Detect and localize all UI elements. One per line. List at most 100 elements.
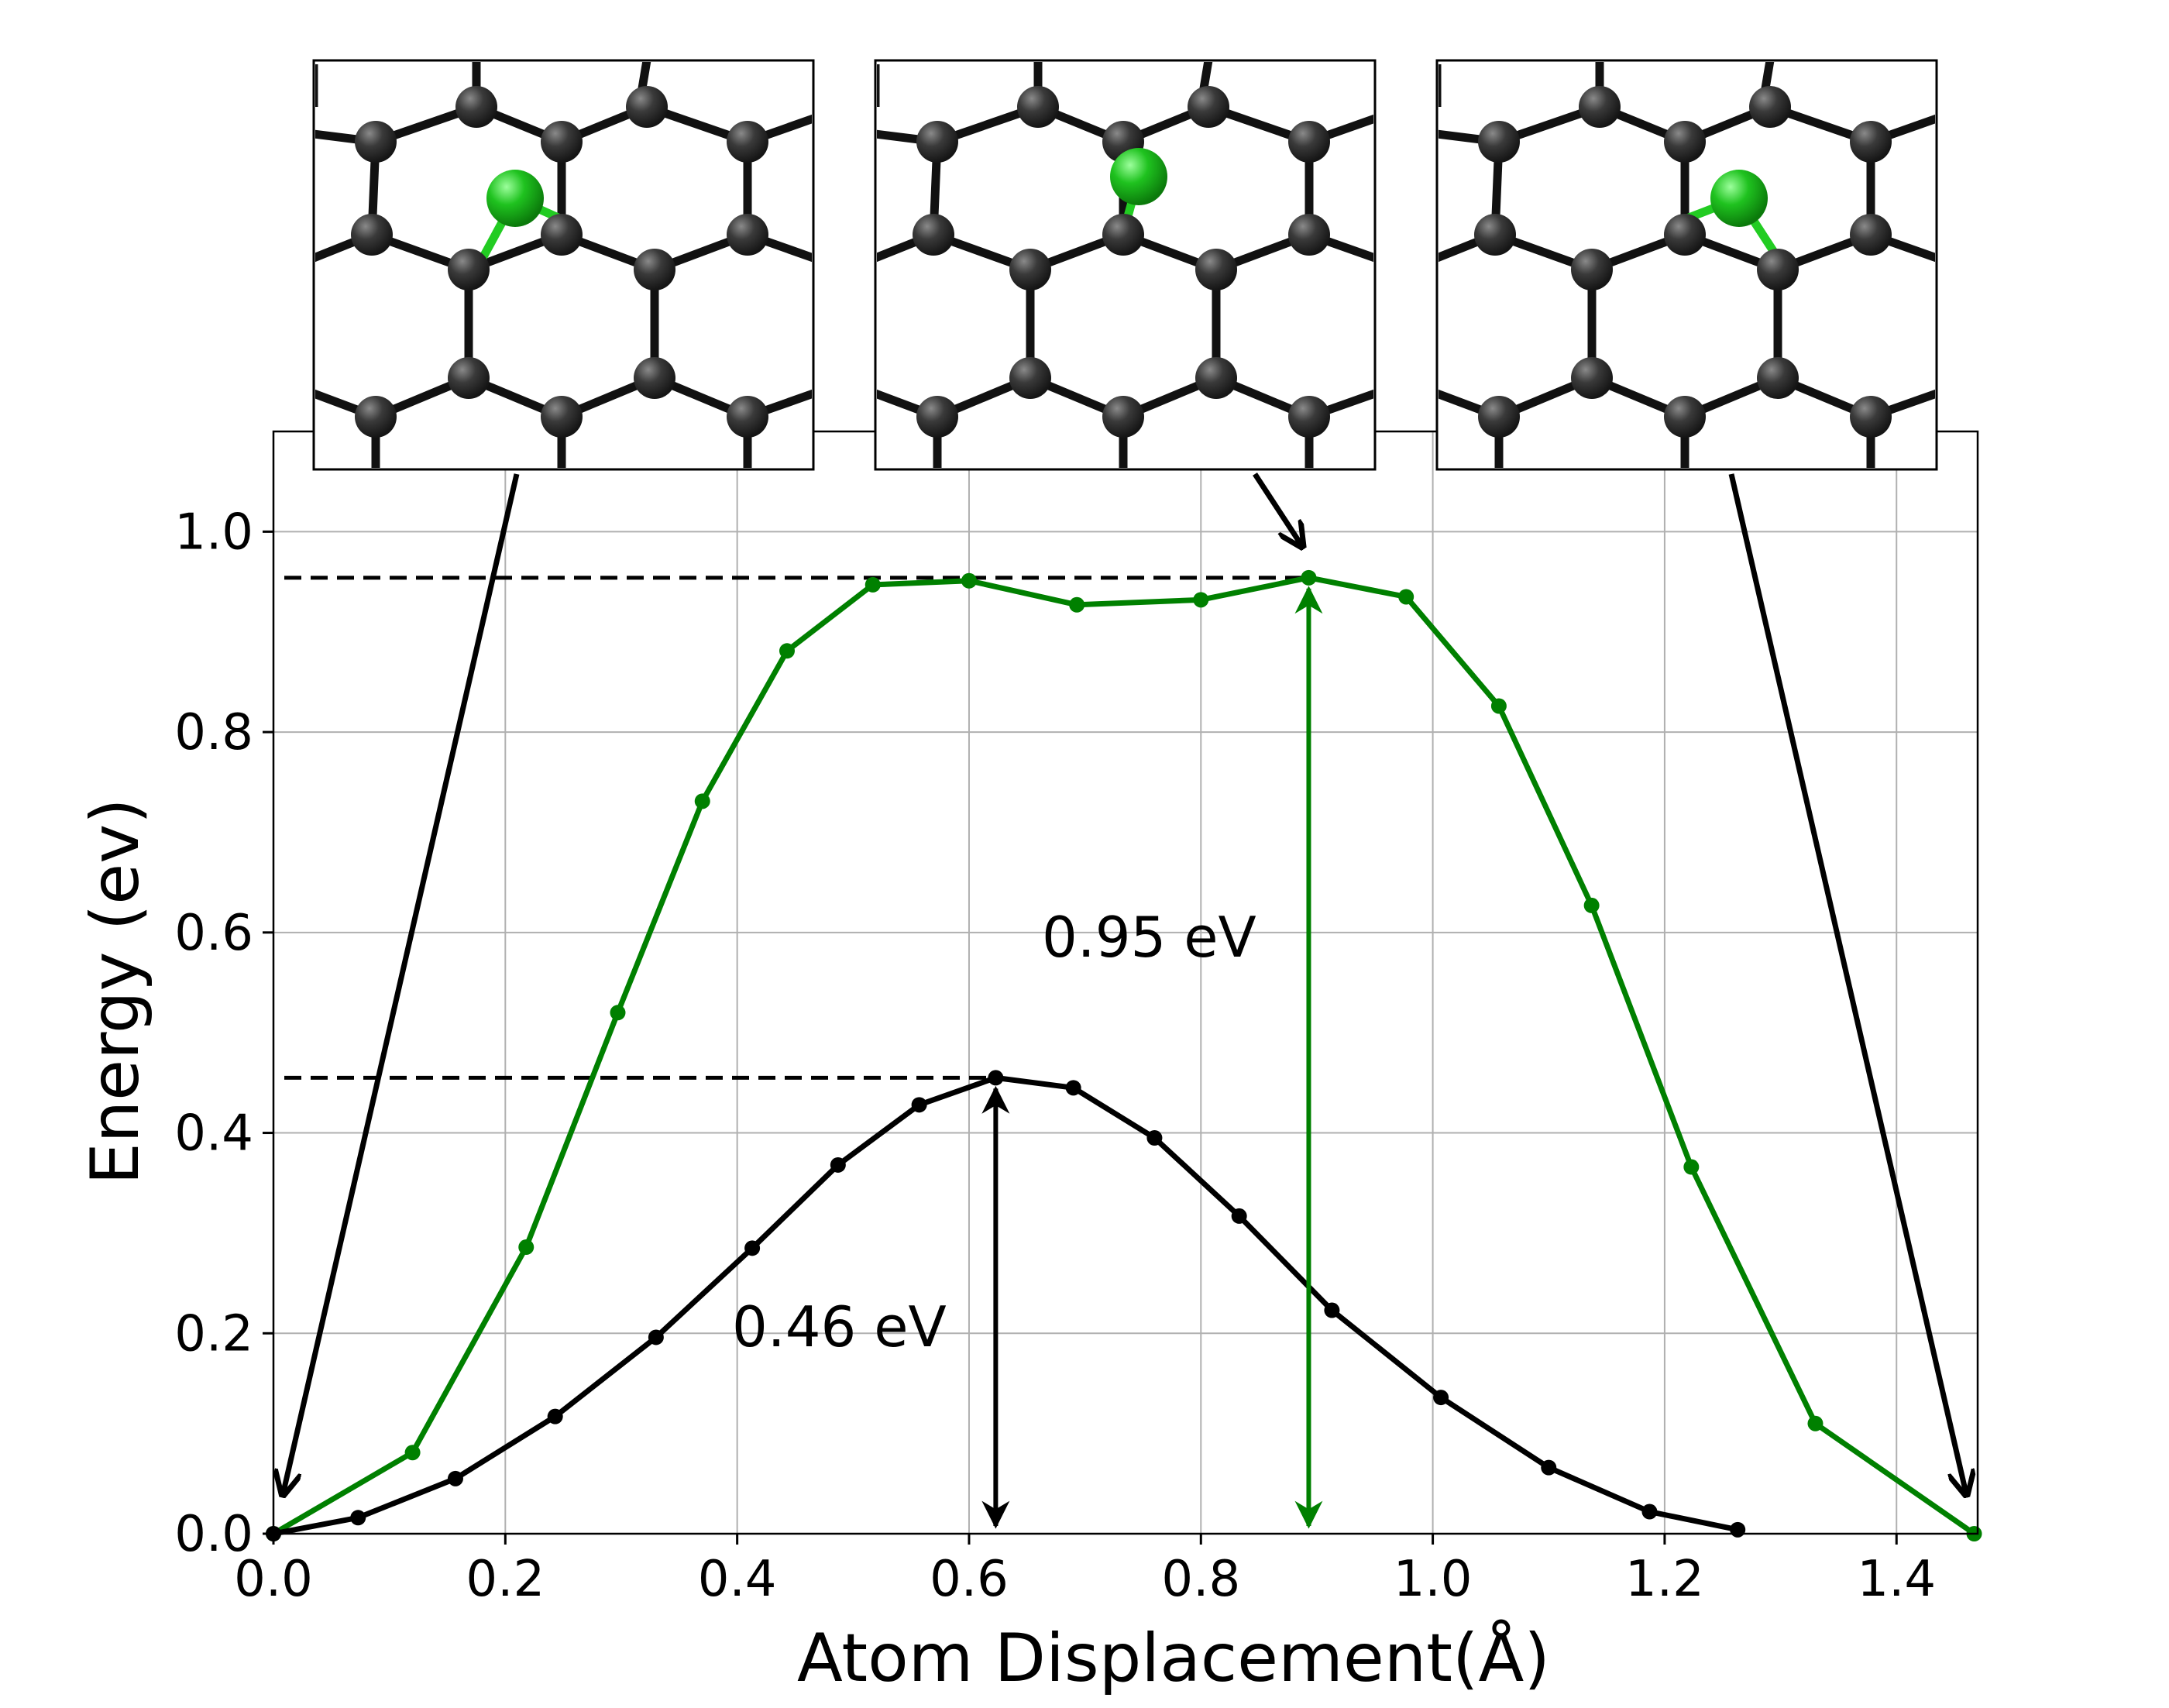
- carbon-atom: [727, 396, 768, 438]
- plot-frame: [272, 430, 1979, 1535]
- y-tick-label: 0.4: [174, 1105, 253, 1163]
- inset-pointer: [283, 473, 520, 1495]
- carbon-atom: [727, 214, 768, 256]
- inset-pointer-arrows: [283, 473, 1967, 1495]
- data-point: [1433, 1390, 1449, 1406]
- barrier-label: 0.46 eV: [732, 1294, 947, 1359]
- y-tick-label: 0.0: [174, 1506, 253, 1563]
- data-point: [988, 1070, 1004, 1086]
- series-line: [272, 575, 1976, 1537]
- data-point: [1231, 1208, 1247, 1224]
- data-point: [744, 1240, 761, 1256]
- carbon-atom: [1474, 214, 1516, 256]
- data-point: [404, 1445, 421, 1461]
- carbon-atom: [626, 86, 668, 128]
- carbon-atom: [448, 357, 490, 399]
- barrier-label: 0.95 eV: [1042, 905, 1256, 970]
- data-point: [694, 793, 710, 809]
- data-point: [1069, 596, 1085, 613]
- carbon-atom: [1009, 249, 1051, 290]
- carbon-atom: [1850, 396, 1892, 438]
- y-tick-label: 0.2: [174, 1305, 253, 1363]
- data-point: [648, 1329, 664, 1345]
- inset-pointer: [1253, 473, 1302, 547]
- carbon-atom: [727, 121, 768, 163]
- dopant-atom: [486, 170, 544, 227]
- carbon-atom: [916, 396, 958, 438]
- data-point: [518, 1239, 535, 1256]
- x-tick-label: 1.2: [1625, 1551, 1704, 1608]
- dopant-atom: [1710, 170, 1768, 227]
- carbon-atom: [1288, 214, 1330, 256]
- x-tick-label: 0.4: [698, 1551, 777, 1608]
- carbon-atom: [1478, 121, 1520, 163]
- carbon-atom: [355, 396, 397, 438]
- data-point: [1583, 897, 1600, 913]
- x-tick-label: 0.2: [466, 1551, 545, 1608]
- data-point: [830, 1156, 846, 1173]
- carbon-atom: [1478, 396, 1520, 438]
- carbon-atom: [1009, 357, 1051, 399]
- data-point: [447, 1470, 463, 1486]
- data-point: [1807, 1415, 1824, 1431]
- carbon-atom: [1571, 249, 1613, 290]
- graphene-lattice: [877, 62, 1373, 468]
- axes: 0.0 0.2 0.4 0.6 0.8 1.0 1.2 1.4 0.0 0.2 0.4 0.6 0.8 1…: [174, 430, 1979, 1608]
- x-tick-label: 0.6: [930, 1551, 1009, 1608]
- data-point: [1193, 592, 1209, 608]
- graphene-lattice: [315, 62, 812, 468]
- data-point: [961, 572, 977, 589]
- inset-pointer: [1728, 473, 1967, 1495]
- carbon-atom: [1757, 249, 1799, 290]
- carbon-atom: [1749, 86, 1791, 128]
- carbon-atom: [455, 86, 497, 128]
- carbon-atom: [1195, 249, 1237, 290]
- grid-lines: [273, 431, 1978, 1534]
- y-tick-label: 0.8: [174, 704, 253, 761]
- carbon-atom: [1188, 86, 1229, 128]
- carbon-atom: [1850, 121, 1892, 163]
- carbon-atom: [913, 214, 954, 256]
- graphene-lattice: [1439, 62, 1935, 468]
- data-point: [1641, 1504, 1658, 1520]
- x-tick-label: 1.4: [1857, 1551, 1936, 1608]
- carbon-atom: [355, 121, 397, 163]
- carbon-atom: [634, 249, 675, 290]
- carbon-atom: [1288, 396, 1330, 438]
- carbon-atom: [1664, 121, 1706, 163]
- carbon-atom: [541, 121, 583, 163]
- carbon-atom: [1664, 396, 1706, 438]
- inset-final-state: [1435, 59, 1938, 471]
- carbon-atom: [1664, 214, 1706, 256]
- data-point: [865, 576, 881, 593]
- carbon-atom: [541, 214, 583, 256]
- data-point: [1398, 589, 1414, 605]
- inset-initial-state: [312, 59, 815, 471]
- data-point: [1541, 1459, 1557, 1476]
- data-point: [1683, 1159, 1700, 1175]
- carbon-atom: [1757, 357, 1799, 399]
- reference-lines: [284, 576, 1309, 1080]
- carbon-atom: [1102, 214, 1144, 256]
- data-point: [547, 1408, 563, 1424]
- carbon-atom: [916, 121, 958, 163]
- dopant-atom: [1110, 148, 1167, 205]
- carbon-atom: [351, 214, 393, 256]
- data-point: [779, 643, 795, 659]
- data-point: [911, 1097, 927, 1113]
- series-layer: [266, 569, 1982, 1541]
- data-point: [1146, 1130, 1163, 1146]
- carbon-atom: [541, 396, 583, 438]
- annotation-layer: 0.95 eV 0.46 eV: [732, 586, 1323, 1529]
- x-tick-label: 0.8: [1161, 1551, 1240, 1608]
- carbon-atom: [1579, 86, 1621, 128]
- carbon-atom: [1571, 357, 1613, 399]
- x-axis-title: Atom Displacement(Å): [797, 1619, 1550, 1697]
- data-point: [1065, 1080, 1081, 1096]
- y-tick-label: 0.6: [174, 905, 253, 962]
- carbon-atom: [1195, 357, 1237, 399]
- x-tick-label: 0.0: [234, 1551, 313, 1608]
- carbon-atom: [1102, 396, 1144, 438]
